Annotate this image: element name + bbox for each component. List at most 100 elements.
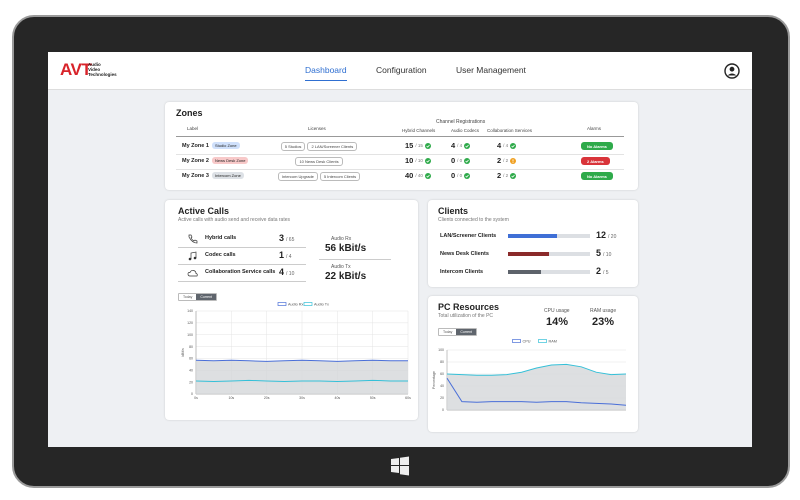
zone-pill: Studio Zone bbox=[212, 142, 240, 149]
client-bar bbox=[508, 234, 558, 238]
call-count: 1/ 4 bbox=[279, 250, 292, 260]
call-count-total: / 4 bbox=[286, 254, 292, 260]
card: Active Calls Active calls with audio send… bbox=[165, 200, 418, 420]
row-rule bbox=[176, 169, 624, 170]
registration-count: 4 bbox=[497, 141, 502, 150]
client-count-value: 12 bbox=[596, 230, 607, 240]
registration-count: 0 bbox=[451, 156, 456, 165]
call-count-total: / 65 bbox=[286, 237, 295, 243]
clients-title: Clients bbox=[438, 206, 469, 216]
registration: 15/ 15 bbox=[405, 141, 431, 150]
ok-icon bbox=[464, 172, 471, 179]
column-header: Label bbox=[187, 126, 199, 131]
logo-subtitle-line: Technologies bbox=[88, 72, 117, 77]
client-label: News Desk Clients bbox=[440, 251, 489, 257]
registration-count: 0 bbox=[451, 171, 456, 180]
ok-icon bbox=[424, 142, 431, 149]
header-bar bbox=[48, 52, 752, 90]
registration: 2/ 2 bbox=[497, 156, 517, 165]
header-rule bbox=[176, 136, 624, 137]
logo-subtitle-line: Audio bbox=[88, 62, 101, 67]
client-count: 5/ 10 bbox=[596, 248, 611, 258]
nav-link[interactable]: User Management bbox=[456, 65, 526, 75]
column-header: Hybrid Channels bbox=[402, 128, 436, 133]
pc-subtitle: Total utilization of the PC bbox=[438, 313, 494, 319]
client-capacity: / 5 bbox=[603, 270, 609, 276]
nav-link[interactable]: Dashboard bbox=[305, 65, 347, 81]
active-calls-subtitle: Active calls with audio send and receive… bbox=[178, 217, 291, 223]
ok-icon bbox=[424, 157, 431, 164]
zone-pill: News Desk Zone bbox=[212, 157, 249, 164]
registration: 40/ 40 bbox=[405, 171, 431, 180]
ok-icon bbox=[424, 172, 431, 179]
call-label: Codec calls bbox=[205, 252, 236, 258]
call-icon bbox=[188, 234, 198, 244]
toggle-option[interactable]: Today bbox=[183, 295, 193, 299]
toggle-option[interactable]: Today bbox=[443, 330, 453, 334]
user-icon[interactable] bbox=[724, 63, 740, 79]
audio-rx-label: Audio Rx bbox=[331, 236, 352, 242]
toggle-option[interactable]: Current bbox=[196, 294, 217, 300]
client-count-value: 2 bbox=[596, 266, 602, 276]
registration-total: / 10 bbox=[415, 158, 423, 163]
windows-logo bbox=[391, 456, 409, 476]
licenses: Intercom Upgrade 5 Intercom Clients bbox=[269, 172, 369, 181]
client-label: LAN/Screener Clients bbox=[440, 233, 497, 239]
nav-link[interactable]: Configuration bbox=[376, 65, 427, 75]
registration-count: 4 bbox=[451, 141, 456, 150]
call-rule bbox=[178, 247, 306, 248]
registration-count: 15 bbox=[405, 141, 414, 150]
license-pill: 5 Intercom Clients bbox=[319, 172, 361, 181]
ok-icon bbox=[464, 142, 471, 149]
card: Clients Clients connected to the system LA… bbox=[428, 200, 638, 287]
card: PC Resources Total utilization of the PC C… bbox=[428, 296, 638, 432]
client-bar-track bbox=[508, 270, 590, 274]
audio-rx-value: 56 kBit/s bbox=[325, 243, 367, 254]
call-count: 3/ 65 bbox=[279, 233, 294, 243]
call-count-value: 1 bbox=[279, 250, 285, 260]
ok-icon bbox=[464, 157, 471, 164]
ram-value: 23% bbox=[592, 316, 615, 328]
client-bar bbox=[508, 270, 541, 274]
registration-total: / 15 bbox=[415, 143, 423, 148]
alarm-pill: 2 Alarms bbox=[581, 157, 610, 165]
warning-icon bbox=[510, 157, 517, 164]
clients-subtitle: Clients connected to the system bbox=[438, 217, 509, 223]
registration-total: / 0 bbox=[457, 173, 463, 178]
license-pill: 10 News Desk Clients bbox=[295, 157, 343, 166]
ok-icon bbox=[510, 172, 517, 179]
zones-title: Zones bbox=[176, 108, 203, 118]
registration-count: 2 bbox=[497, 156, 502, 165]
client-label: Intercom Clients bbox=[440, 269, 484, 275]
logo: AVT bbox=[60, 60, 92, 79]
zone-label: My Zone 3 bbox=[182, 173, 209, 179]
logo-subtitle: Audio Video Technologies bbox=[88, 62, 117, 77]
registration-total: / 4 bbox=[503, 143, 509, 148]
call-count-value: 3 bbox=[279, 233, 285, 243]
call-icon bbox=[188, 251, 197, 261]
registration-total: / 2 bbox=[503, 158, 509, 163]
client-bar-track bbox=[508, 234, 590, 238]
registration-count: 40 bbox=[405, 171, 414, 180]
call-count: 4/ 10 bbox=[279, 267, 294, 277]
active-calls-title: Active Calls bbox=[178, 206, 230, 216]
client-count: 2/ 5 bbox=[596, 266, 609, 276]
audio-tx-value: 22 kBit/s bbox=[325, 271, 367, 282]
zone-label: My Zone 1 bbox=[182, 143, 209, 149]
registration-count: 10 bbox=[405, 156, 414, 165]
licenses: 5 Studios 2 LAN/Screener Clients bbox=[269, 142, 369, 151]
client-capacity: / 10 bbox=[603, 252, 612, 258]
registration: 4/ 4 bbox=[451, 141, 471, 150]
toggle: Today Current bbox=[438, 328, 478, 336]
toggle: Today Current bbox=[178, 293, 218, 301]
toggle-option[interactable]: Current bbox=[456, 329, 477, 335]
client-bar bbox=[508, 252, 549, 256]
license-pill: Intercom Upgrade bbox=[277, 172, 318, 181]
call-rule bbox=[178, 281, 306, 282]
row-rule bbox=[176, 154, 624, 155]
license-pill: 2 LAN/Screener Clients bbox=[307, 142, 358, 151]
registration-total: / 2 bbox=[503, 173, 509, 178]
registration: 10/ 10 bbox=[405, 156, 431, 165]
ok-icon bbox=[510, 142, 517, 149]
audio-tx-label: Audio Tx bbox=[331, 264, 351, 270]
